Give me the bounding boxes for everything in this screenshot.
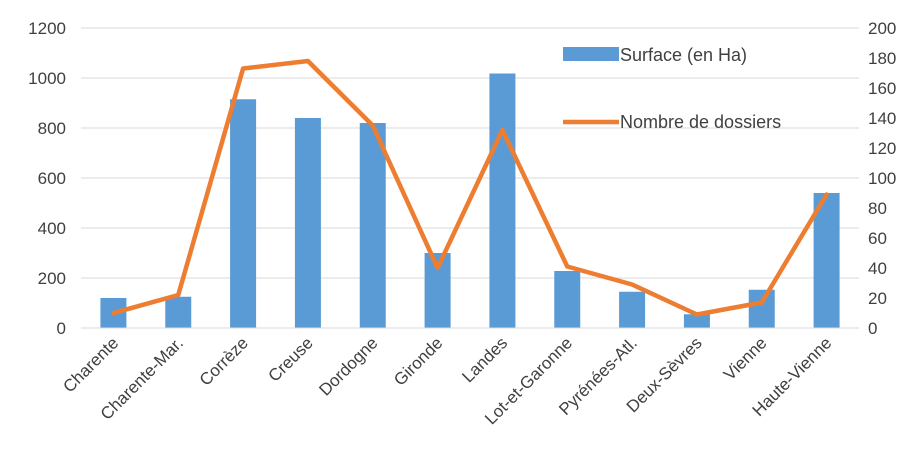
right-tick-label: 100 (868, 169, 896, 188)
category-label: Dordogne (315, 333, 381, 399)
category-label: Landes (458, 333, 511, 386)
right-tick-label: 180 (868, 49, 896, 68)
category-label: Corrèze (196, 333, 252, 389)
right-tick-label: 20 (868, 289, 887, 308)
right-tick-label: 200 (868, 19, 896, 38)
category-label: Creuse (265, 333, 317, 385)
bar (359, 123, 386, 328)
right-y-axis: 0 20 40 60 80 100 120 140 160 180 200 (868, 19, 896, 338)
left-tick-label: 800 (38, 119, 66, 138)
right-tick-label: 0 (868, 319, 877, 338)
right-tick-label: 80 (868, 199, 887, 218)
bar (813, 193, 840, 328)
legend-swatch-surface (563, 47, 619, 61)
left-y-axis: 0 200 400 600 800 1000 1200 (28, 19, 66, 338)
right-tick-label: 40 (868, 259, 887, 278)
series-line (111, 58, 829, 317)
left-tick-label: 600 (38, 169, 66, 188)
left-tick-label: 0 (57, 319, 66, 338)
bar-series-surface (100, 73, 840, 328)
right-tick-label: 60 (868, 229, 887, 248)
legend-label-surface: Surface (en Ha) (620, 45, 747, 65)
left-tick-label: 1200 (28, 19, 66, 38)
bar (230, 99, 257, 328)
bar (165, 296, 192, 328)
bar (683, 314, 710, 328)
category-label: Vienne (720, 333, 771, 384)
left-tick-label: 200 (38, 269, 66, 288)
bar (554, 271, 581, 328)
right-tick-label: 160 (868, 79, 896, 98)
right-tick-label: 140 (868, 109, 896, 128)
bar (748, 289, 775, 328)
category-label: Charente (59, 333, 122, 396)
right-tick-label: 120 (868, 139, 896, 158)
line-series-dossiers (111, 58, 829, 317)
legend: Surface (en Ha) Nombre de dossiers (563, 45, 781, 132)
legend-label-dossiers: Nombre de dossiers (620, 112, 781, 132)
left-tick-label: 400 (38, 219, 66, 238)
left-tick-label: 1000 (28, 69, 66, 88)
category-label: Gironde (390, 333, 446, 389)
gridlines (81, 27, 859, 329)
bar (619, 291, 646, 328)
bar (489, 73, 516, 328)
bar (294, 118, 321, 328)
